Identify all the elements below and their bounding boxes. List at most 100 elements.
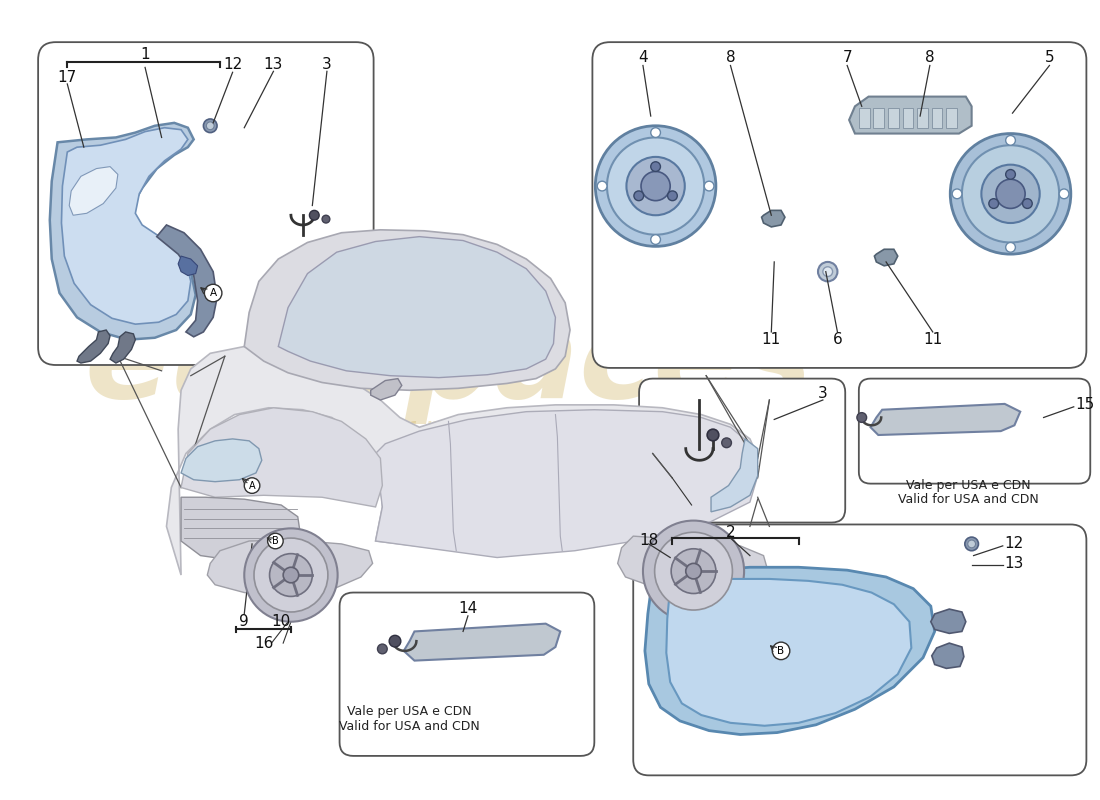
Text: 13: 13: [1004, 556, 1024, 571]
Text: 2: 2: [726, 525, 735, 540]
Circle shape: [707, 429, 718, 441]
Text: 7: 7: [843, 50, 852, 66]
Circle shape: [644, 521, 744, 622]
Circle shape: [1023, 198, 1032, 209]
Circle shape: [1005, 242, 1015, 252]
Text: 13: 13: [264, 57, 283, 72]
Text: 17: 17: [57, 70, 77, 85]
Text: 12: 12: [223, 57, 242, 72]
Text: B: B: [778, 646, 784, 656]
Circle shape: [1059, 189, 1069, 198]
FancyBboxPatch shape: [639, 378, 845, 522]
Circle shape: [626, 157, 685, 215]
Text: 8: 8: [925, 50, 935, 66]
Polygon shape: [946, 108, 957, 128]
Polygon shape: [667, 579, 912, 726]
Polygon shape: [166, 346, 758, 575]
Circle shape: [309, 210, 319, 220]
Polygon shape: [932, 108, 943, 128]
Circle shape: [595, 126, 716, 246]
Circle shape: [1005, 135, 1015, 146]
Polygon shape: [278, 237, 556, 378]
Circle shape: [651, 162, 660, 171]
Text: 5: 5: [1045, 50, 1054, 66]
Polygon shape: [870, 404, 1021, 435]
Text: B: B: [272, 536, 278, 546]
Polygon shape: [761, 210, 785, 227]
Polygon shape: [182, 408, 383, 507]
Text: 1: 1: [141, 47, 150, 62]
Polygon shape: [244, 230, 570, 390]
Circle shape: [389, 635, 400, 647]
Text: A: A: [210, 288, 217, 298]
Text: 3: 3: [818, 386, 827, 401]
Circle shape: [772, 642, 790, 660]
Polygon shape: [711, 439, 758, 512]
FancyBboxPatch shape: [859, 378, 1090, 484]
Circle shape: [989, 198, 999, 209]
Polygon shape: [932, 643, 964, 668]
Text: Vale per USA e CDN: Vale per USA e CDN: [348, 705, 472, 718]
Polygon shape: [404, 624, 560, 661]
Polygon shape: [645, 567, 935, 734]
Text: 4: 4: [638, 50, 648, 66]
Text: Valid for USA and CDN: Valid for USA and CDN: [339, 720, 480, 734]
Text: a passion for parts since 1985: a passion for parts since 1985: [218, 414, 679, 444]
Circle shape: [722, 438, 732, 448]
Circle shape: [668, 191, 678, 201]
Circle shape: [254, 538, 328, 612]
Circle shape: [244, 478, 260, 494]
Polygon shape: [207, 540, 373, 594]
Circle shape: [704, 182, 714, 191]
FancyBboxPatch shape: [340, 593, 594, 756]
Circle shape: [651, 234, 660, 245]
Text: Vale per USA e CDN: Vale per USA e CDN: [906, 479, 1031, 492]
FancyBboxPatch shape: [39, 42, 374, 365]
Polygon shape: [859, 108, 869, 128]
FancyBboxPatch shape: [593, 42, 1087, 368]
Polygon shape: [931, 609, 966, 634]
Polygon shape: [182, 439, 262, 482]
Polygon shape: [873, 108, 884, 128]
Circle shape: [965, 537, 978, 550]
Text: 12: 12: [1004, 537, 1024, 551]
Circle shape: [651, 128, 660, 138]
Text: A: A: [249, 481, 255, 490]
Polygon shape: [178, 256, 198, 275]
Text: 3: 3: [322, 57, 332, 72]
Circle shape: [267, 534, 283, 549]
Circle shape: [634, 191, 643, 201]
Text: 6: 6: [833, 332, 843, 347]
Text: 18: 18: [639, 533, 659, 547]
Text: 15: 15: [1076, 398, 1094, 412]
Circle shape: [322, 215, 330, 223]
Circle shape: [685, 563, 702, 579]
Circle shape: [953, 189, 961, 198]
Text: europàces: europàces: [85, 298, 813, 424]
Text: 11: 11: [761, 332, 781, 347]
Polygon shape: [917, 108, 928, 128]
Circle shape: [996, 179, 1025, 209]
Polygon shape: [888, 108, 899, 128]
Polygon shape: [371, 378, 402, 400]
Circle shape: [597, 182, 607, 191]
Circle shape: [641, 171, 670, 201]
Text: 8: 8: [726, 50, 735, 66]
Circle shape: [671, 549, 716, 594]
Circle shape: [818, 262, 837, 282]
Polygon shape: [849, 97, 971, 134]
Circle shape: [981, 165, 1040, 223]
Polygon shape: [110, 332, 135, 363]
Circle shape: [205, 284, 222, 302]
Text: 10: 10: [272, 614, 290, 630]
Polygon shape: [77, 330, 110, 363]
Polygon shape: [874, 250, 898, 266]
Polygon shape: [618, 536, 768, 593]
Polygon shape: [69, 166, 118, 215]
Polygon shape: [903, 108, 913, 128]
Circle shape: [377, 644, 387, 654]
Text: Valid for USA and CDN: Valid for USA and CDN: [899, 493, 1040, 506]
Circle shape: [270, 554, 312, 597]
Circle shape: [1005, 170, 1015, 179]
Text: 11: 11: [923, 332, 943, 347]
